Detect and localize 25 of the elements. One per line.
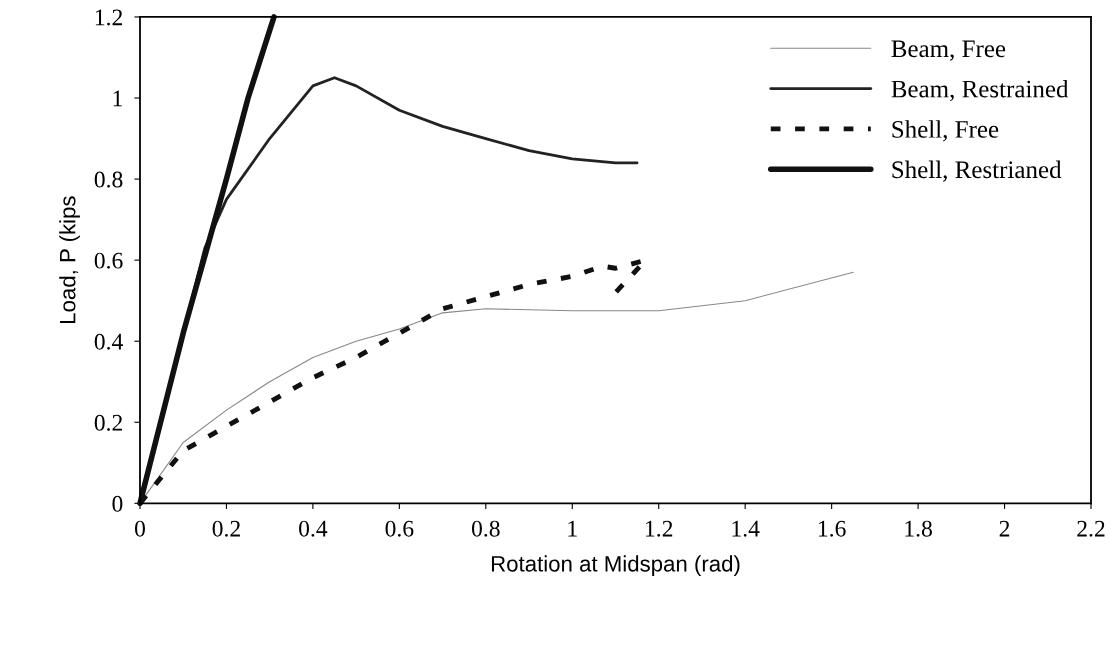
x-tick-label: 1.6 [818,520,846,537]
x-tick-label: 1.2 [646,520,673,537]
x-tick-label: 1.4 [732,520,760,537]
x-axis-title: Rotation at Midspan (rad) [491,555,740,577]
x-tick-label: 0.2 [212,520,240,537]
y-tick-label: 1 [113,90,122,107]
y-tick-label: 0.4 [94,333,123,350]
legend-label: Beam, Free [891,40,1006,61]
x-tick-label: 0.6 [385,520,414,537]
y-axis-title: Load, P (kips [59,196,80,323]
legend-label: Shell, Free [892,120,999,142]
y-tick-label: 0.8 [94,171,123,188]
legend-label: Beam, Restrained [891,79,1069,102]
x-tick-label: 0.8 [471,520,500,537]
y-tick-label: 0.2 [94,414,123,431]
legend-label: Shell, Restrianed [892,160,1062,182]
y-tick-label: 0.6 [94,252,123,269]
x-tick-label: 1 [568,520,577,537]
x-tick-label: 2.2 [1077,520,1105,537]
x-tick-label: 1.8 [905,520,932,537]
y-tick-label: 1.2 [95,9,123,26]
x-tick-label: 0.4 [299,520,328,537]
y-tick-label: 0 [112,495,123,512]
x-tick-label: 0 [134,520,145,537]
x-tick-label: 2 [999,520,1010,537]
